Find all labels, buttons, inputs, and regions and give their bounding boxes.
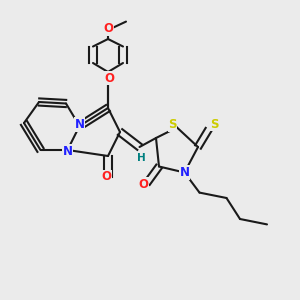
Text: O: O (101, 170, 112, 184)
Text: S: S (168, 118, 177, 131)
Text: O: O (103, 22, 113, 35)
Text: H: H (136, 153, 146, 164)
Text: O: O (138, 178, 148, 191)
Text: S: S (210, 118, 218, 131)
Text: N: N (62, 145, 73, 158)
Text: N: N (74, 118, 85, 131)
Text: O: O (104, 71, 115, 85)
Text: N: N (179, 166, 190, 179)
